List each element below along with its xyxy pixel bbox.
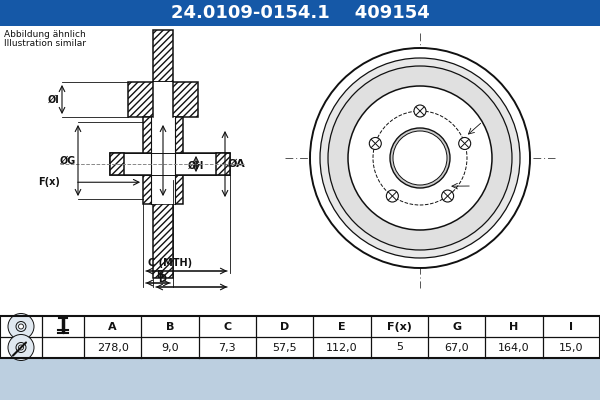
Text: H: H — [509, 322, 518, 332]
Text: B: B — [157, 270, 164, 280]
Bar — [153, 204, 173, 278]
Bar — [143, 117, 183, 204]
Circle shape — [320, 58, 520, 258]
Text: Ø9,2: Ø9,2 — [484, 110, 503, 120]
Bar — [0, 316, 600, 358]
Text: C (MTH): C (MTH) — [148, 258, 192, 268]
Text: A: A — [109, 322, 117, 332]
Text: D: D — [280, 322, 289, 332]
Text: I: I — [569, 322, 574, 332]
Text: 164,0: 164,0 — [498, 342, 530, 352]
Text: 7,3: 7,3 — [218, 342, 236, 352]
Text: Illustration similar: Illustration similar — [4, 39, 86, 48]
Text: ØG: ØG — [60, 156, 76, 166]
Bar — [153, 30, 173, 82]
Text: E: E — [338, 322, 346, 332]
Text: F(x): F(x) — [38, 177, 60, 187]
Text: Ate: Ate — [406, 216, 474, 250]
Circle shape — [393, 131, 447, 185]
Circle shape — [370, 138, 382, 150]
Circle shape — [328, 66, 512, 250]
Circle shape — [16, 322, 26, 332]
Text: C: C — [223, 322, 232, 332]
Text: Abbildung ähnlich: Abbildung ähnlich — [4, 30, 86, 39]
Bar — [216, 153, 230, 175]
Circle shape — [458, 138, 470, 150]
Text: ØA: ØA — [228, 159, 246, 169]
Text: Ø100: Ø100 — [430, 158, 454, 168]
Text: G: G — [452, 322, 461, 332]
Circle shape — [390, 128, 450, 188]
Text: 24.0109-0154.1    409154: 24.0109-0154.1 409154 — [170, 4, 430, 22]
Bar — [110, 153, 124, 175]
Circle shape — [19, 324, 23, 329]
Text: B: B — [166, 322, 174, 332]
Bar — [0, 316, 600, 358]
Circle shape — [414, 105, 426, 117]
Bar — [0, 26, 600, 316]
Circle shape — [386, 190, 398, 202]
Text: ØH: ØH — [188, 161, 204, 171]
Text: 5: 5 — [396, 342, 403, 352]
Bar — [110, 153, 230, 175]
Bar — [0, 0, 600, 26]
Text: ØE: ØE — [155, 158, 170, 168]
Text: 278,0: 278,0 — [97, 342, 128, 352]
Text: F(x): F(x) — [387, 322, 412, 332]
Circle shape — [310, 48, 530, 268]
Text: 15,0: 15,0 — [559, 342, 584, 352]
Text: 67,0: 67,0 — [445, 342, 469, 352]
Text: 112,0: 112,0 — [326, 342, 358, 352]
Circle shape — [348, 86, 492, 230]
Circle shape — [19, 345, 23, 350]
Text: 57,5: 57,5 — [272, 342, 297, 352]
Circle shape — [16, 342, 26, 352]
Bar — [128, 82, 198, 117]
Circle shape — [8, 334, 34, 360]
Text: D: D — [158, 274, 166, 284]
Circle shape — [442, 190, 454, 202]
Bar — [153, 82, 173, 117]
Circle shape — [8, 314, 34, 340]
Text: 9,0: 9,0 — [161, 342, 179, 352]
Text: ØI: ØI — [48, 94, 60, 104]
Bar — [151, 117, 175, 204]
